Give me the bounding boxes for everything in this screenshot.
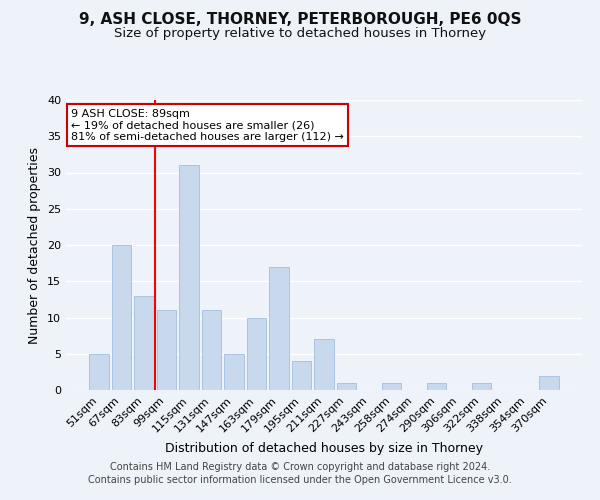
Bar xyxy=(269,267,289,390)
Bar xyxy=(337,383,356,390)
Bar xyxy=(157,310,176,390)
Text: Contains HM Land Registry data © Crown copyright and database right 2024.: Contains HM Land Registry data © Crown c… xyxy=(110,462,490,472)
Text: 9, ASH CLOSE, THORNEY, PETERBOROUGH, PE6 0QS: 9, ASH CLOSE, THORNEY, PETERBOROUGH, PE6… xyxy=(79,12,521,28)
Text: 9 ASH CLOSE: 89sqm
← 19% of detached houses are smaller (26)
81% of semi-detache: 9 ASH CLOSE: 89sqm ← 19% of detached hou… xyxy=(71,108,344,142)
Bar xyxy=(427,383,446,390)
Bar xyxy=(112,245,131,390)
Bar xyxy=(314,339,334,390)
Bar xyxy=(89,354,109,390)
Bar xyxy=(472,383,491,390)
Bar xyxy=(179,165,199,390)
Bar xyxy=(224,354,244,390)
Bar xyxy=(539,376,559,390)
Y-axis label: Number of detached properties: Number of detached properties xyxy=(28,146,41,344)
Text: Size of property relative to detached houses in Thorney: Size of property relative to detached ho… xyxy=(114,28,486,40)
Bar xyxy=(202,310,221,390)
Bar xyxy=(382,383,401,390)
Bar xyxy=(247,318,266,390)
Text: Contains public sector information licensed under the Open Government Licence v3: Contains public sector information licen… xyxy=(88,475,512,485)
X-axis label: Distribution of detached houses by size in Thorney: Distribution of detached houses by size … xyxy=(165,442,483,455)
Bar xyxy=(292,361,311,390)
Bar xyxy=(134,296,154,390)
